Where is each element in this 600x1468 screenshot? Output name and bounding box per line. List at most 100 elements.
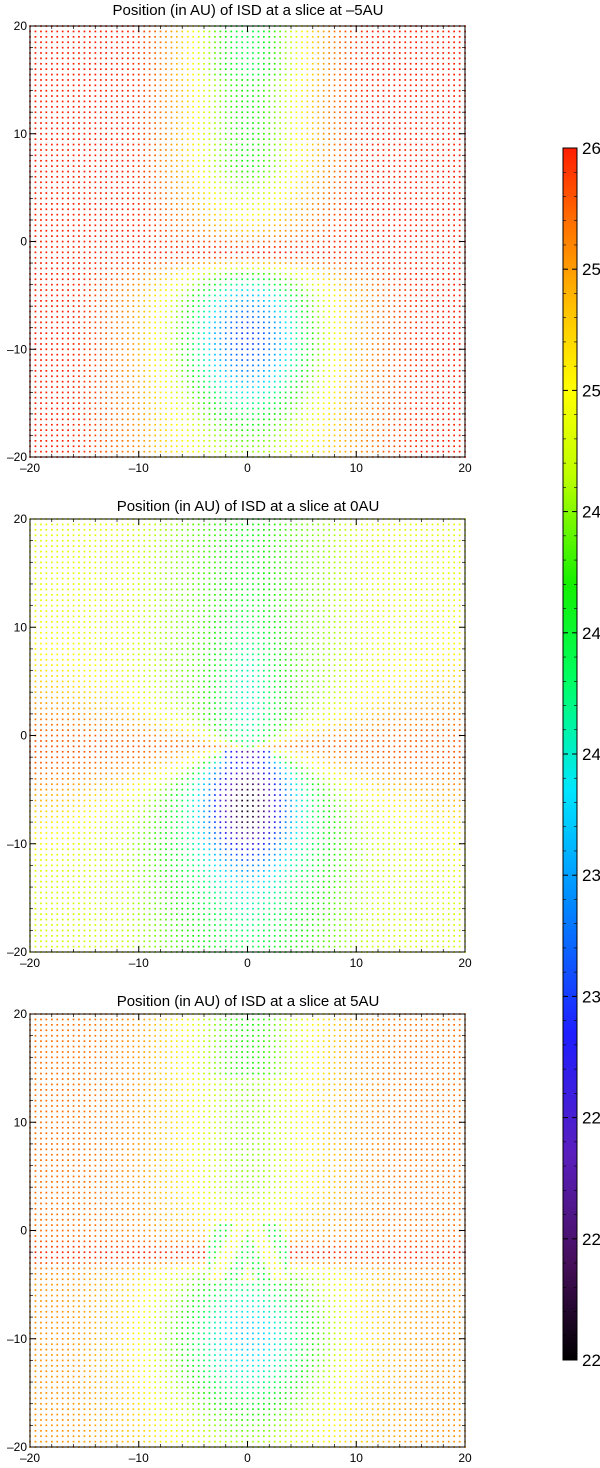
data-point [257,116,260,119]
data-point [426,100,428,103]
data-point [415,84,417,87]
data-point [181,84,184,87]
data-point [154,106,156,108]
data-point [159,294,162,297]
data-point [371,316,374,318]
data-point [235,95,238,97]
data-point [382,159,385,162]
data-point [61,235,64,237]
data-point [127,283,129,286]
data-point [447,278,450,281]
data-point [148,240,151,243]
data-point [72,283,75,286]
data-point [121,321,124,324]
data-point [214,203,216,205]
data-point [132,132,135,135]
data-point [45,73,48,76]
data-point [208,332,211,334]
data-point [110,122,113,124]
data-point [344,122,347,124]
data-point [268,89,271,92]
data-point [388,159,390,162]
data-point [143,149,146,151]
data-point [127,95,129,97]
data-point [339,213,341,216]
data-point [301,154,303,157]
data-point [257,219,260,221]
data-point [208,116,211,119]
data-point [186,176,189,178]
data-point [447,240,450,243]
data-point [339,84,341,87]
data-point [203,251,205,254]
data-point [273,294,276,297]
data-point [197,132,200,135]
data-point [67,111,69,114]
data-point [339,36,341,38]
data-point [186,289,189,291]
data-point [105,267,107,270]
data-point [132,62,135,65]
data-point [181,170,184,173]
data-point [306,127,309,130]
data-point [148,224,151,227]
data-point [431,186,434,189]
data-point [284,159,287,162]
data-point [230,106,233,108]
data-point [257,79,260,81]
data-point [393,289,396,291]
data-point [154,138,156,140]
data-point [137,41,140,44]
data-point [290,289,292,291]
data-point [127,154,129,157]
data-point [170,95,173,97]
data-point [94,343,97,345]
data-point [224,132,227,135]
data-point [61,186,64,189]
data-point [458,57,461,60]
data-point [458,154,461,157]
data-point [393,337,396,340]
data-point [453,57,455,60]
data-point [447,73,450,76]
data-point [235,273,238,275]
data-point [67,52,69,54]
data-point [420,305,423,307]
data-point [230,213,233,216]
data-point [453,111,455,114]
data-point [388,310,390,313]
data-point [409,132,412,135]
data-point [382,219,385,221]
data-point [105,229,107,232]
data-point [132,332,135,334]
data-point [230,300,233,302]
data-point [252,73,254,76]
data-point [159,300,162,302]
data-point [377,343,379,345]
data-point [393,79,396,81]
data-point [154,95,156,97]
data-point [72,203,75,205]
data-point [230,165,233,167]
data-point [252,41,254,44]
data-point [148,52,151,54]
data-point [257,100,260,103]
data-point [34,278,37,281]
data-point [360,337,363,340]
data-point [290,116,292,119]
data-point [339,57,341,60]
data-point [257,240,260,243]
data-point [355,41,358,44]
data-point [154,289,156,291]
data-point [295,316,298,318]
data-point [257,186,260,189]
data-point [219,73,222,76]
data-point [235,68,238,70]
data-point [61,256,64,259]
data-point [426,289,428,291]
data-point [137,235,140,237]
data-point [453,62,455,65]
data-point [404,219,407,221]
data-point [105,337,107,340]
data-point [45,79,48,81]
